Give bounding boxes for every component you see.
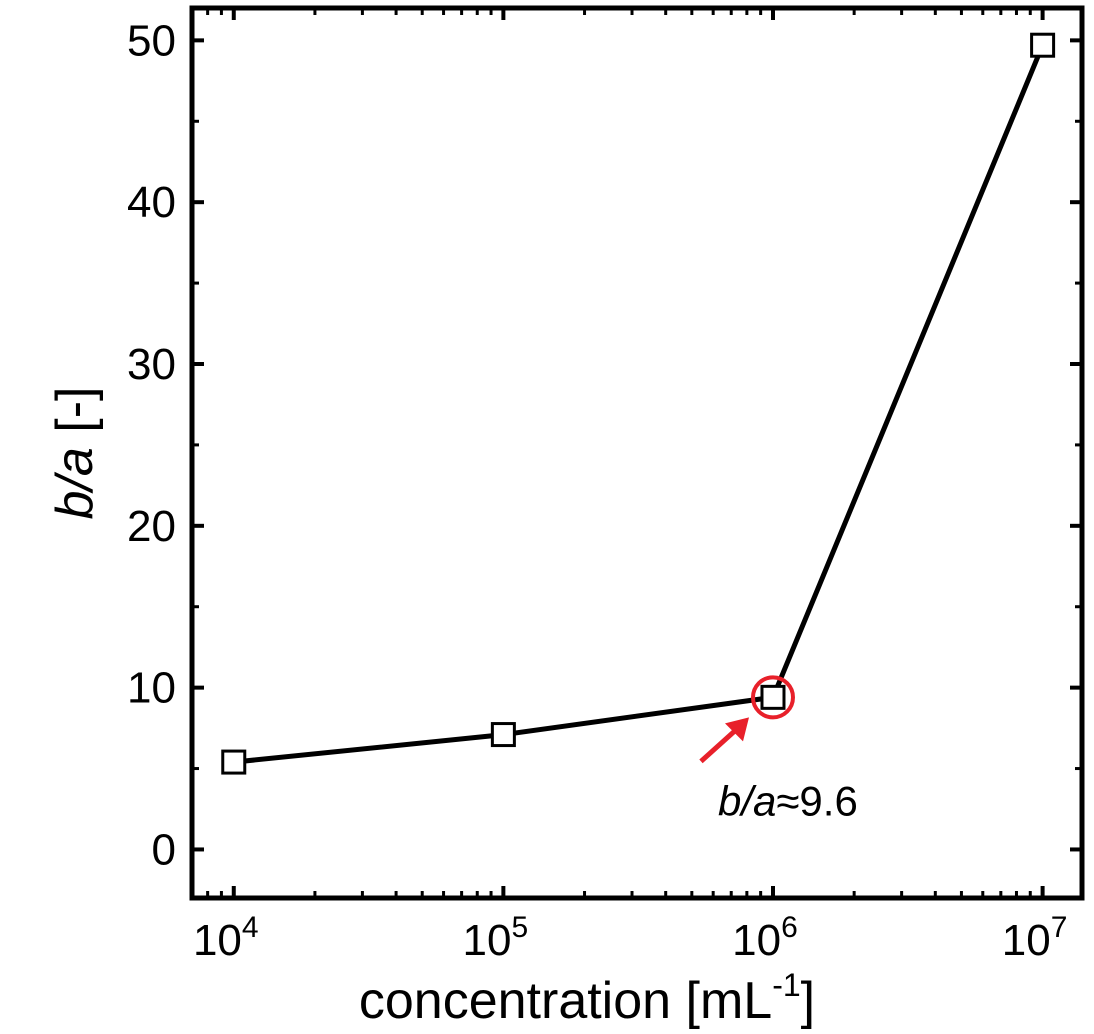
y-tick-label-2: 20 bbox=[127, 502, 176, 551]
y-axis-label: b/a [-] bbox=[46, 387, 104, 520]
y-tick-label-0: 0 bbox=[152, 825, 176, 874]
series-group bbox=[221, 32, 1056, 775]
y-axis-label-rest: [-] bbox=[46, 387, 104, 448]
annotation-arrow-head bbox=[724, 717, 749, 742]
x-tick-label-1: 105 bbox=[463, 911, 529, 965]
x-axis-label: concentration [mL-1] bbox=[359, 967, 815, 1030]
tick-marks bbox=[190, 8, 1082, 898]
data-point-0-3 bbox=[1030, 32, 1056, 58]
data-point-0-2 bbox=[760, 684, 786, 710]
annotation-label: b/a≈9.6 bbox=[718, 777, 858, 824]
y-tick-label-5: 50 bbox=[127, 16, 176, 65]
tick-labels: 0 10 20 30 40 50 104 105 106 107 bbox=[127, 16, 1067, 965]
y-tick-label-3: 30 bbox=[127, 340, 176, 389]
data-point-0-0 bbox=[221, 749, 247, 775]
y-tick-label-1: 10 bbox=[127, 664, 176, 713]
plot-frame bbox=[189, 5, 1085, 901]
y-tick-label-4: 40 bbox=[127, 178, 176, 227]
x-tick-label-3: 107 bbox=[1002, 911, 1068, 965]
annotation-label-italic: b/a bbox=[718, 777, 776, 824]
annotation-label-rest: ≈9.6 bbox=[776, 777, 857, 824]
highlight-circle bbox=[750, 675, 795, 720]
y-axis-label-italic: b/a bbox=[46, 447, 104, 519]
x-axis-label-main: concentration [mL bbox=[359, 972, 772, 1030]
x-tick-label-0: 104 bbox=[193, 911, 259, 965]
data-point-0-1 bbox=[490, 722, 516, 748]
series-line-0 bbox=[233, 44, 1045, 765]
x-tick-label-2: 106 bbox=[732, 911, 798, 965]
x-axis-label-sup: -1 bbox=[772, 967, 800, 1003]
x-axis-label-close: ] bbox=[801, 972, 815, 1030]
annotation-group: b/a≈9.6 bbox=[699, 675, 858, 824]
